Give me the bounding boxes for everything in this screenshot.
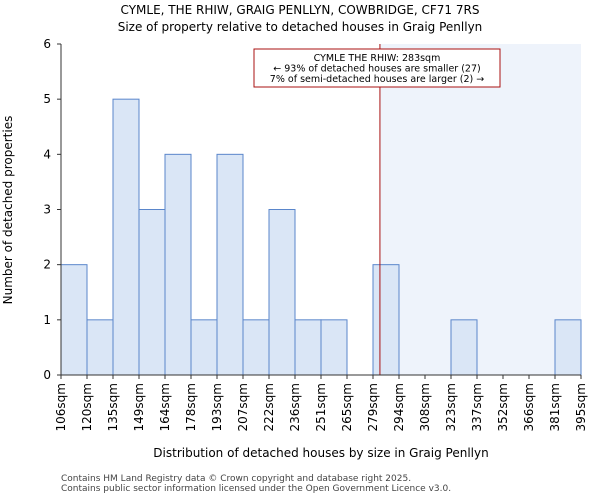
- annotation-larger: 7% of semi-detached houses are larger (2…: [270, 74, 484, 85]
- x-tick-label: 395sqm: [574, 383, 588, 431]
- x-tick-label: 207sqm: [236, 383, 250, 431]
- bar-323sqm: [450, 319, 478, 376]
- y-tick-label: 3: [43, 203, 51, 217]
- x-tick-label: 149sqm: [132, 383, 146, 431]
- bar-222sqm: [268, 209, 296, 376]
- bar-251sqm: [320, 319, 348, 376]
- footer-licence: Contains public sector information licen…: [61, 484, 452, 494]
- bar-279sqm: [372, 264, 400, 376]
- x-tick-label: 279sqm: [366, 383, 380, 431]
- bar-381sqm: [554, 319, 582, 376]
- bar-149sqm: [138, 209, 166, 376]
- x-tick-label: 164sqm: [158, 383, 172, 431]
- x-tick-label: 251sqm: [314, 383, 328, 431]
- x-tick-label: 135sqm: [106, 383, 120, 431]
- annotation-box: [253, 48, 501, 88]
- bar-236sqm: [294, 319, 322, 376]
- annotation-title: CYMLE THE RHIW: 283sqm: [314, 53, 441, 64]
- x-axis-label: Distribution of detached houses by size …: [153, 446, 488, 460]
- x-tick-label: 337sqm: [470, 383, 484, 431]
- larger-region-shade: [379, 44, 581, 375]
- bar-120sqm: [86, 319, 114, 376]
- y-tick-label: 6: [43, 37, 51, 51]
- chart-subtitle: Size of property relative to detached ho…: [117, 20, 483, 34]
- annotation-smaller: ← 93% of detached houses are smaller (27…: [273, 64, 480, 75]
- x-tick-label: 323sqm: [444, 383, 458, 431]
- y-tick-label: 0: [43, 368, 51, 382]
- bar-207sqm: [242, 319, 270, 376]
- x-tick-label: 106sqm: [54, 383, 68, 431]
- x-tick-label: 178sqm: [184, 383, 198, 431]
- y-tick-label: 2: [43, 258, 51, 272]
- bar-106sqm: [60, 264, 88, 376]
- y-tick-label: 1: [43, 313, 51, 327]
- x-tick-label: 222sqm: [262, 383, 276, 431]
- y-axis-label: Number of detached properties: [1, 116, 15, 305]
- x-tick-label: 366sqm: [522, 383, 536, 431]
- x-tick-label: 236sqm: [288, 383, 302, 431]
- x-tick-label: 120sqm: [80, 383, 94, 431]
- bar-135sqm: [112, 98, 140, 376]
- bar-178sqm: [190, 319, 218, 376]
- x-tick-label: 381sqm: [548, 383, 562, 431]
- chart-title: CYMLE, THE RHIW, GRAIG PENLLYN, COWBRIDG…: [120, 3, 480, 17]
- y-tick-label: 4: [43, 147, 51, 161]
- y-tick-label: 5: [43, 92, 51, 106]
- x-tick-label: 265sqm: [340, 383, 354, 431]
- x-tick-label: 193sqm: [210, 383, 224, 431]
- bar-164sqm: [164, 153, 192, 376]
- footer-copyright: Contains HM Land Registry data © Crown c…: [61, 474, 412, 484]
- x-tick-label: 294sqm: [392, 383, 406, 431]
- x-tick-label: 352sqm: [496, 383, 510, 431]
- bar-193sqm: [216, 153, 244, 376]
- x-tick-label: 308sqm: [418, 383, 432, 431]
